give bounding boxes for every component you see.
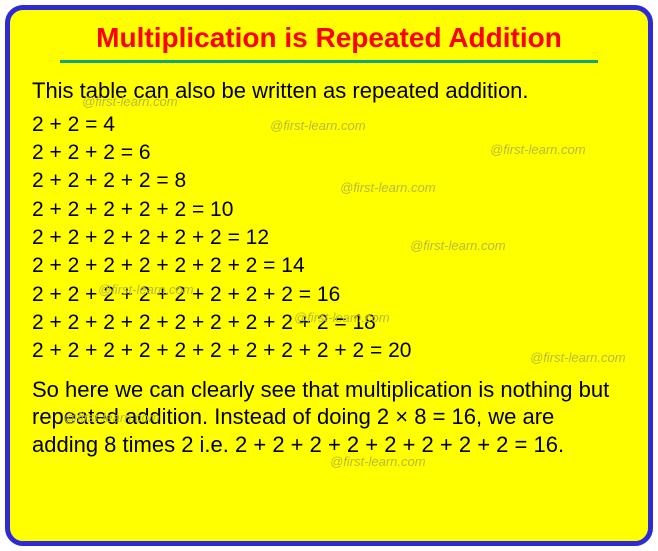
outro-text: So here we can clearly see that multipli… bbox=[32, 376, 626, 459]
equation-row: 2 + 2 + 2 + 2 + 2 = 10 bbox=[32, 196, 626, 224]
equation-row: 2 + 2 = 4 bbox=[32, 111, 626, 139]
equation-row: 2 + 2 + 2 + 2 + 2 + 2 + 2 + 2 = 16 bbox=[32, 281, 626, 309]
title-underline bbox=[60, 60, 598, 63]
intro-text: This table can also be written as repeat… bbox=[32, 77, 626, 105]
equation-row: 2 + 2 + 2 + 2 + 2 + 2 = 12 bbox=[32, 224, 626, 252]
equation-row: 2 + 2 + 2 = 6 bbox=[32, 139, 626, 167]
equation-row: 2 + 2 + 2 + 2 + 2 + 2 + 2 + 2 + 2 + 2 = … bbox=[32, 337, 626, 365]
page-title: Multiplication is Repeated Addition bbox=[32, 22, 626, 60]
equation-list: 2 + 2 = 42 + 2 + 2 = 62 + 2 + 2 + 2 = 82… bbox=[32, 111, 626, 366]
equation-row: 2 + 2 + 2 + 2 + 2 + 2 + 2 + 2 + 2 = 18 bbox=[32, 309, 626, 337]
content-frame: Multiplication is Repeated Addition This… bbox=[5, 5, 653, 546]
equation-row: 2 + 2 + 2 + 2 = 8 bbox=[32, 167, 626, 195]
equation-row: 2 + 2 + 2 + 2 + 2 + 2 + 2 = 14 bbox=[32, 252, 626, 280]
